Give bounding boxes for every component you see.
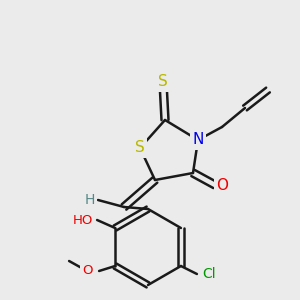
Text: S: S (135, 140, 145, 155)
Text: HO: HO (73, 214, 93, 226)
Text: S: S (158, 74, 168, 89)
Text: Cl: Cl (202, 267, 216, 281)
Text: N: N (192, 133, 204, 148)
Text: H: H (85, 193, 95, 207)
Text: O: O (216, 178, 228, 193)
Text: O: O (82, 265, 92, 278)
